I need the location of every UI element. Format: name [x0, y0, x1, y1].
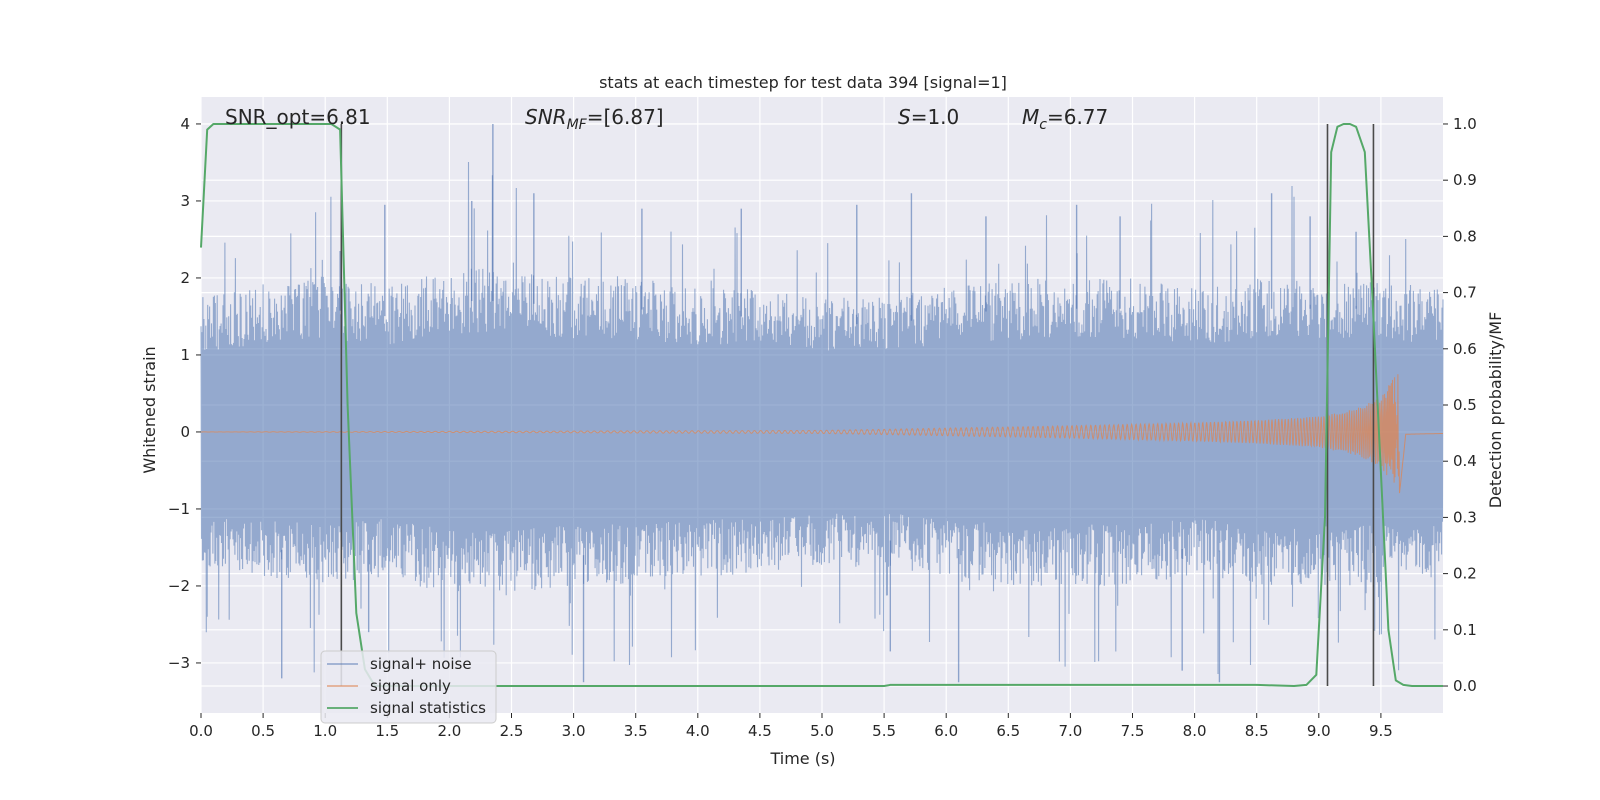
snr-mf-value: =[6.87]	[587, 105, 664, 129]
signal-statistics-line	[200, 123, 1443, 687]
mc-subscript: c	[1039, 117, 1047, 133]
axes: 0.0 0.5 1.0 1.5 2.0 2.5 3.0 3.5 4.0 4.5 5.0 5.5 6.0 6…	[168, 115, 1477, 740]
x-tick-label: 0.0	[189, 722, 213, 740]
x-tick-label: 2.0	[437, 722, 461, 740]
legend: signal+ noise signal only signal statist…	[320, 650, 497, 724]
x-tick-label: 3.5	[624, 722, 648, 740]
annotation-snr-mf: SNRMF=[6.87]	[525, 105, 664, 133]
y2-tick-label: 0.1	[1453, 621, 1477, 639]
signal-statistics-series	[200, 123, 1443, 687]
signal-noise-line	[200, 161, 1444, 675]
x-tick-label: 8.5	[1245, 722, 1269, 740]
y-tick-label: −3	[168, 654, 190, 672]
y2-tick-label: 0.4	[1453, 452, 1477, 470]
y-axis-label: Whitened strain	[140, 346, 159, 473]
x-tick-label: 5.0	[810, 722, 834, 740]
y-tick-label: −2	[168, 577, 190, 595]
x-tick-label: 0.5	[251, 722, 275, 740]
x-tick-label: 6.5	[996, 722, 1020, 740]
chart-title: stats at each timestep for test data 394…	[599, 73, 1007, 92]
x-tick-label: 4.0	[686, 722, 710, 740]
x-tick-label: 9.5	[1369, 722, 1393, 740]
legend-label-statistics: signal statistics	[370, 699, 486, 717]
x-tick-label: 8.0	[1183, 722, 1207, 740]
x-tick-label: 3.0	[562, 722, 586, 740]
y2-tick-label: 0.3	[1453, 508, 1477, 526]
x-tick-label: 7.0	[1058, 722, 1082, 740]
s-value: =1.0	[911, 105, 960, 129]
y-tick-label: 2	[180, 269, 190, 287]
s-name: S	[898, 105, 911, 129]
x-tick-label: 7.5	[1121, 722, 1145, 740]
signal-noise-series	[200, 123, 1444, 683]
legend-label-signal: signal only	[370, 677, 451, 695]
snr-mf-name: SNR	[525, 105, 567, 129]
y-tick-label: −1	[168, 500, 190, 518]
x-tick-label: 1.5	[375, 722, 399, 740]
x-axis-label: Time (s)	[769, 749, 835, 768]
legend-box	[320, 650, 497, 724]
y2-tick-label: 0.5	[1453, 396, 1477, 414]
y-tick-label: 0	[180, 423, 190, 441]
snr-mf-subscript: MF	[567, 117, 588, 133]
y2-tick-label: 1.0	[1453, 115, 1477, 133]
annotation-s: S=1.0	[898, 105, 959, 129]
y-tick-label: 4	[180, 115, 190, 133]
y2-tick-label: 0.0	[1453, 677, 1477, 695]
y2-axis-label: Detection probability/MF	[1486, 312, 1505, 509]
signal-only-series	[200, 374, 1443, 494]
signal-only-line	[200, 374, 1443, 494]
x-tick-label: 1.0	[313, 722, 337, 740]
y2-tick-label: 0.2	[1453, 565, 1477, 583]
annotation-mc: Mc=6.77	[1022, 105, 1108, 133]
y-tick-label: 1	[180, 346, 190, 364]
mc-name: M	[1022, 105, 1039, 129]
y2-tick-label: 0.8	[1453, 227, 1477, 245]
x-tick-label: 5.5	[872, 722, 896, 740]
legend-label-noise: signal+ noise	[370, 655, 472, 673]
y2-tick-label: 0.9	[1453, 171, 1477, 189]
y2-tick-label: 0.7	[1453, 284, 1477, 302]
y2-tick-label: 0.6	[1453, 340, 1477, 358]
x-tick-label: 6.0	[934, 722, 958, 740]
x-tick-label: 4.5	[748, 722, 772, 740]
x-tick-label: 2.5	[500, 722, 524, 740]
annotation-snr-opt: SNR_opt=6.81	[225, 105, 371, 129]
y-tick-label: 3	[180, 192, 190, 210]
x-tick-label: 9.0	[1307, 722, 1331, 740]
mc-value: =6.77	[1047, 105, 1108, 129]
